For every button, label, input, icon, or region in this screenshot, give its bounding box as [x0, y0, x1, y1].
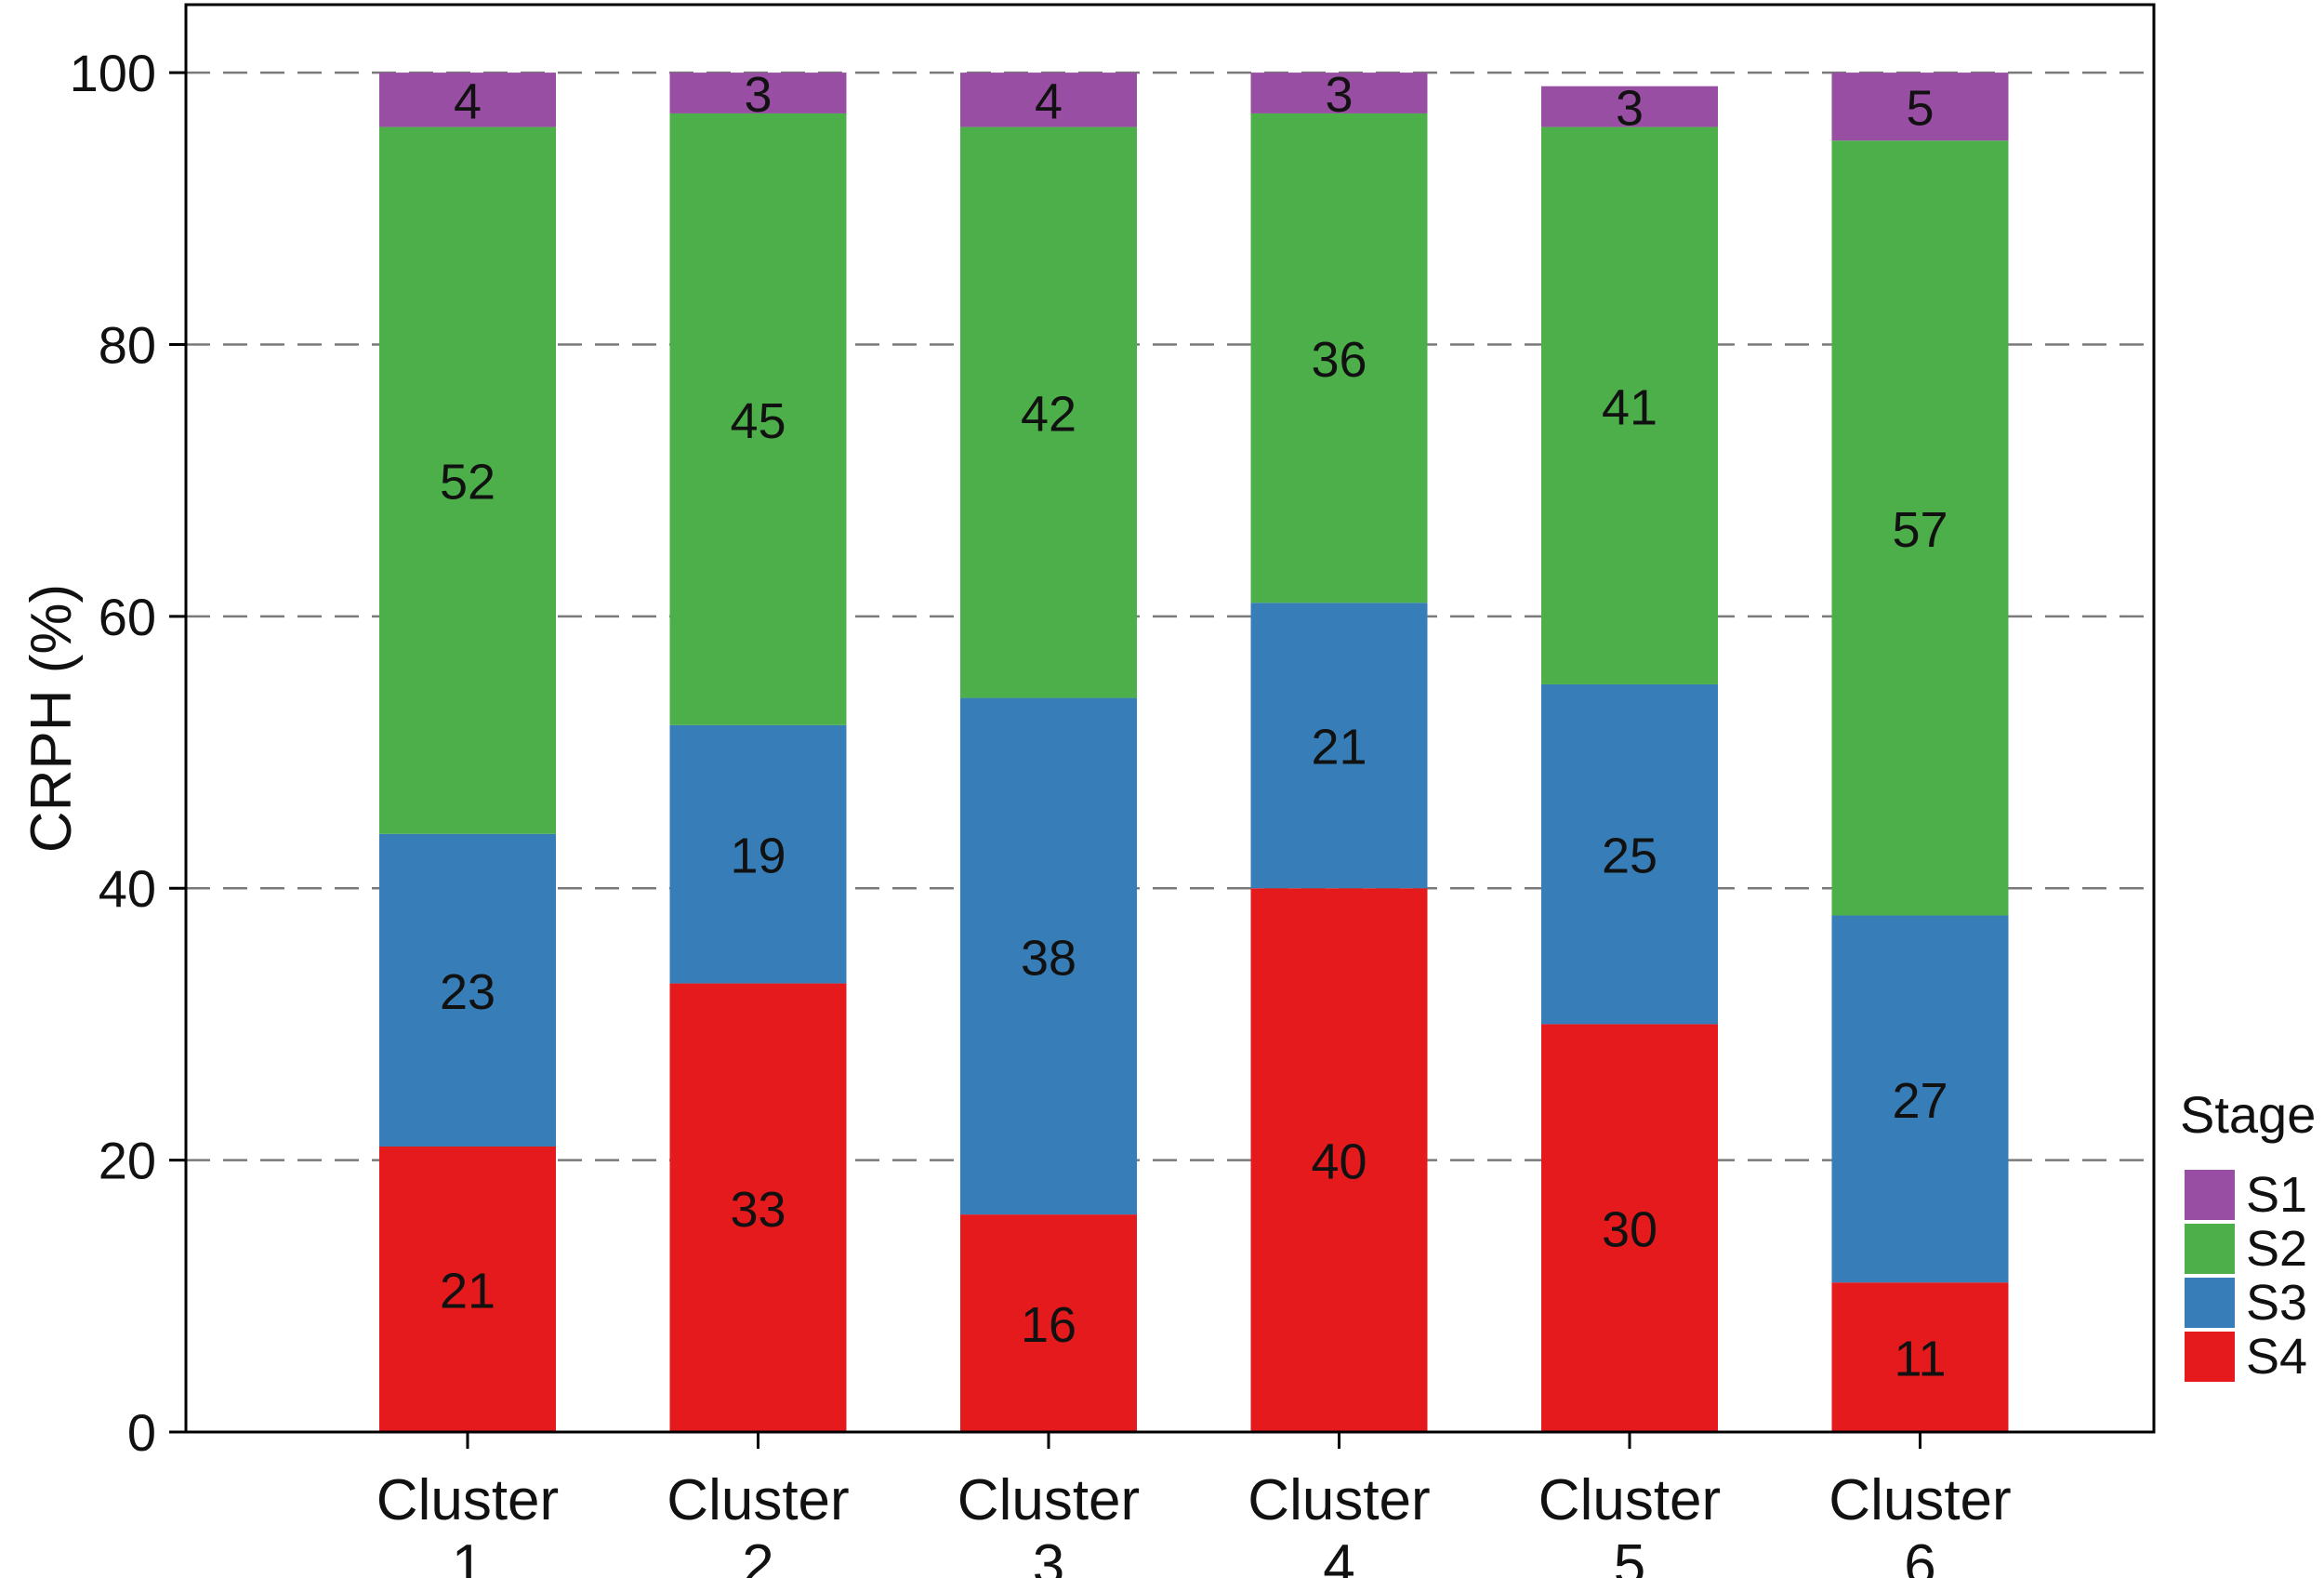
x-tick-label: Cluster 5 — [1538, 1468, 1721, 1578]
bar-segment-s4 — [1250, 888, 1428, 1432]
bar-segment-s3 — [1250, 603, 1428, 889]
data-label: 3 — [1325, 67, 1353, 123]
data-label: 42 — [1021, 387, 1076, 443]
bar-segment-s2 — [1250, 113, 1428, 603]
data-label: 5 — [1906, 81, 1934, 137]
data-label: 4 — [454, 73, 482, 129]
data-label: 27 — [1892, 1073, 1948, 1129]
bar-segment-s2 — [669, 113, 847, 725]
legend-label: S4 — [2246, 1329, 2307, 1385]
legend-label: S3 — [2246, 1275, 2307, 1331]
bar-segment-s2 — [960, 126, 1137, 698]
data-label: 45 — [730, 393, 786, 449]
data-label: 52 — [440, 455, 495, 511]
bar-segment-s3 — [1831, 915, 2009, 1283]
legend-title: Stage — [2180, 1085, 2316, 1144]
bar-segment-s2 — [379, 126, 556, 834]
data-label: 40 — [1311, 1134, 1367, 1190]
y-axis-title: CRPH (%) — [20, 584, 84, 853]
legend-swatch-s3 — [2185, 1278, 2235, 1328]
data-label: 3 — [744, 67, 772, 123]
bar-segment-s4 — [669, 983, 847, 1432]
data-label: 16 — [1021, 1297, 1076, 1353]
data-label: 3 — [1616, 81, 1644, 137]
axes: 0 20 40 60 80 100 Cluster 1 Cluster 2 Cluster 3 Clus… — [70, 44, 2012, 1578]
x-tick-label: Cluster 4 — [1248, 1468, 1430, 1578]
data-label: 41 — [1602, 379, 1657, 435]
y-tick-label: 60 — [99, 588, 156, 646]
y-tick-label: 40 — [99, 859, 156, 918]
bar-segment-s1 — [1831, 73, 2009, 141]
data-label: 25 — [1602, 829, 1657, 884]
legend-label: S2 — [2246, 1221, 2307, 1277]
data-label: 19 — [730, 829, 786, 884]
bar-segment-s4 — [1831, 1282, 2009, 1432]
data-labels: 21 23 52 4 33 19 45 3 16 38 42 4 40 21 36 3 30 25 41 3 11 27 5… — [440, 67, 1948, 1387]
bar-segment-s1 — [1541, 86, 1718, 127]
bar-segment-s2 — [1831, 140, 2009, 916]
data-label: 57 — [1892, 502, 1948, 558]
legend-label: S1 — [2246, 1167, 2307, 1223]
x-tick-label: Cluster 3 — [957, 1468, 1140, 1578]
data-label: 21 — [1311, 720, 1367, 776]
bar-segment-s4 — [379, 1147, 556, 1432]
data-label: 36 — [1311, 332, 1367, 388]
legend-swatch-s1 — [2185, 1170, 2235, 1220]
legend-swatch-s2 — [2185, 1224, 2235, 1274]
data-label: 38 — [1021, 930, 1076, 986]
bar-segment-s4 — [960, 1214, 1137, 1432]
grid-lines — [186, 71, 2154, 1161]
data-label: 23 — [440, 964, 495, 1020]
x-tick-label: Cluster 2 — [667, 1468, 849, 1578]
bar-segment-s3 — [1541, 683, 1718, 1025]
y-tick-label: 100 — [70, 44, 156, 102]
data-label: 11 — [1894, 1332, 1946, 1387]
bar-segment-s1 — [1250, 73, 1428, 113]
x-tick-label: Cluster 1 — [376, 1468, 559, 1578]
bar-segment-s1 — [960, 73, 1137, 127]
bars — [379, 73, 2009, 1432]
bar-segment-s3 — [960, 697, 1137, 1215]
x-tick-label: Cluster 6 — [1829, 1468, 2011, 1578]
legend-swatch-s4 — [2185, 1332, 2235, 1382]
data-label: 33 — [730, 1182, 786, 1238]
bar-segment-s1 — [669, 73, 847, 113]
data-label: 21 — [440, 1264, 495, 1319]
bar-segment-s3 — [669, 724, 847, 984]
y-tick-label: 0 — [127, 1403, 156, 1462]
data-label: 4 — [1035, 73, 1063, 129]
bar-segment-s4 — [1541, 1024, 1718, 1432]
bar-segment-s1 — [379, 73, 556, 127]
y-tick-label: 80 — [99, 315, 156, 374]
y-tick-label: 20 — [99, 1132, 156, 1190]
bar-segment-s3 — [379, 833, 556, 1147]
bar-segment-s2 — [1541, 126, 1718, 684]
plot-frame — [184, 3, 2156, 1434]
data-label: 30 — [1602, 1202, 1657, 1258]
